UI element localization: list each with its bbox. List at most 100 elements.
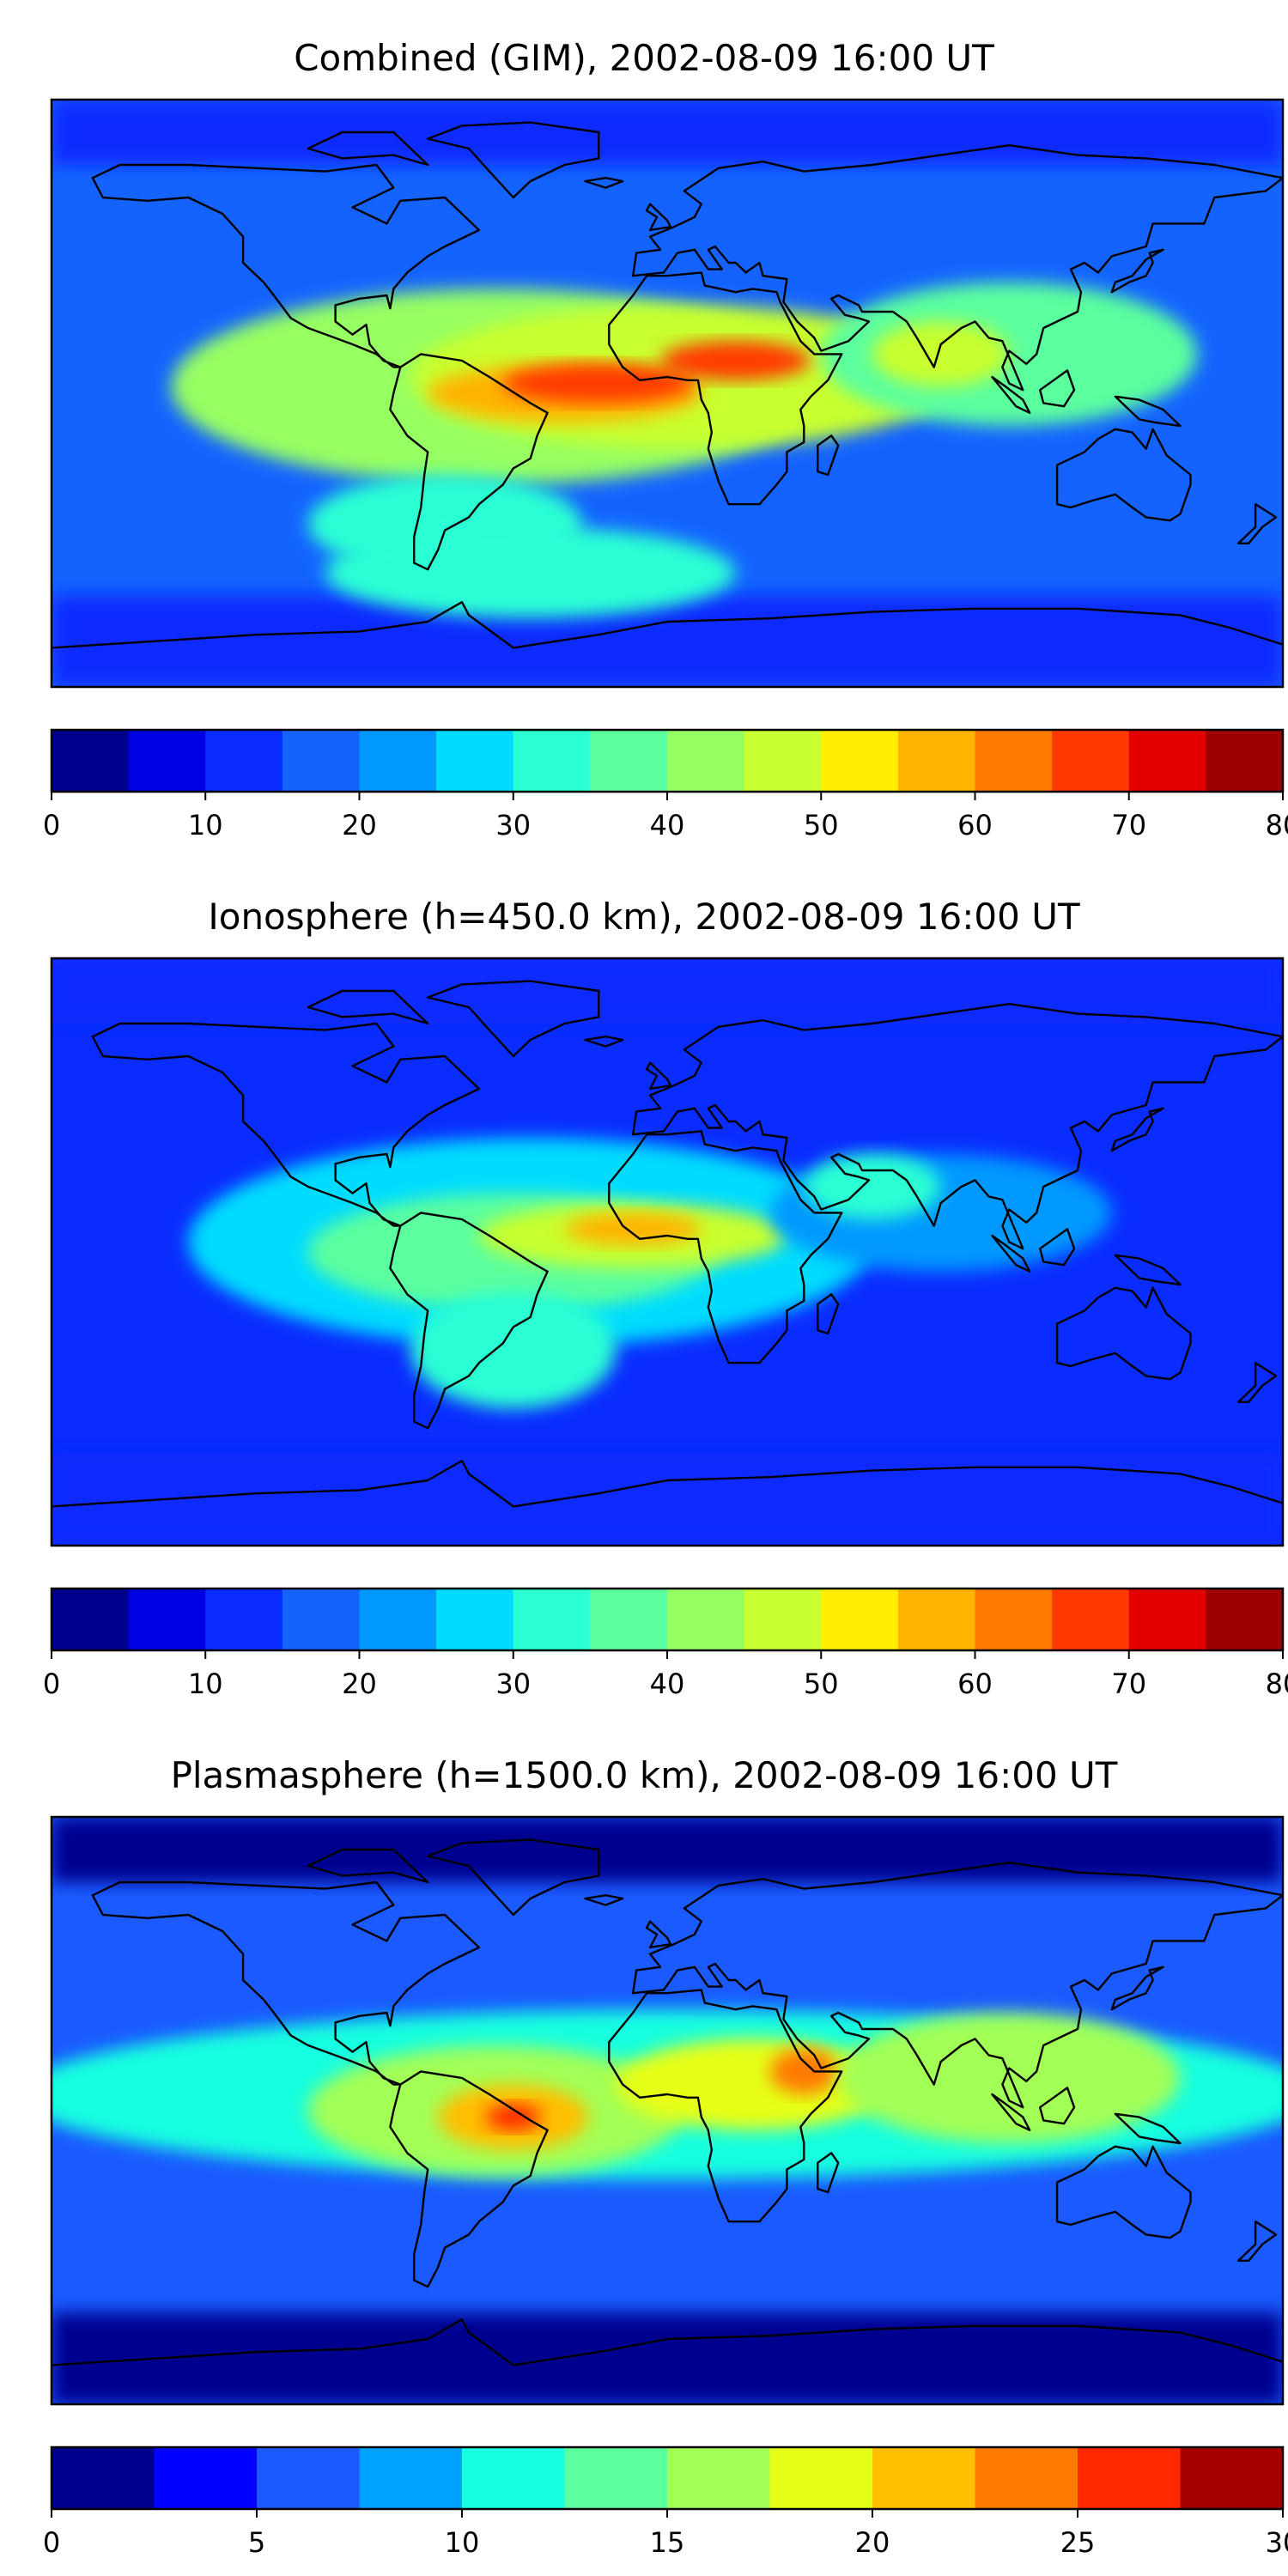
colorbar-segment-12	[975, 730, 1053, 792]
chart-title: Ionosphere (h=450.0 km), 2002-08-09 16:0…	[208, 896, 1080, 938]
contour-region-5	[769, 2048, 839, 2094]
map-frame	[50, 957, 1285, 1547]
colorbar-tick-label: 0	[43, 2526, 60, 2559]
combined-gim-map	[50, 98, 1285, 689]
colorbar-segment-6	[667, 2447, 771, 2509]
combined-gim-panel: Combined (GIM), 2002-08-09 16:00 UT	[0, 0, 1288, 859]
contour-region-3	[564, 1212, 702, 1246]
coastline-south-america	[389, 1212, 549, 1430]
colorbar-segment-8	[667, 1589, 745, 1650]
colorbar-tick-label: 25	[1060, 2526, 1096, 2559]
ionosphere-colorbar: 0 10 20 30 40 50 60 70 80	[43, 1587, 1288, 1700]
plasmasphere-map	[50, 1815, 1285, 2406]
contour-region-5	[804, 1154, 941, 1219]
colorbar-segment-10	[821, 730, 899, 792]
coastline-north-america	[91, 1880, 481, 2086]
chart-title: Combined (GIM), 2002-08-09 16:00 UT	[294, 37, 994, 79]
coastline-japan	[1110, 1965, 1164, 2011]
ionosphere-map	[50, 957, 1285, 1547]
colorbar-tick-label: 80	[1266, 809, 1288, 841]
coastline-greenland	[427, 980, 600, 1058]
coastline-sumatra	[991, 375, 1031, 414]
colorbar-tick-label: 30	[1266, 2526, 1288, 2559]
colorbar-segment-11	[897, 1589, 976, 1650]
colorbar-segment-10	[1078, 2447, 1182, 2509]
coastline-uk	[645, 1061, 672, 1091]
colorbar-segment-3	[282, 1589, 361, 1650]
colorbar-tick-label: 10	[445, 2526, 480, 2559]
chart-title: Plasmasphere (h=1500.0 km), 2002-08-09 1…	[170, 1754, 1118, 1796]
ionosphere-panel: Ionosphere (h=450.0 km), 2002-08-09 16:0…	[0, 859, 1288, 1717]
colorbar-segment-15	[1206, 1589, 1284, 1650]
colorbar-segment-5	[436, 1589, 514, 1650]
colorbar-segment-14	[1128, 1589, 1206, 1650]
colorbar-tick-label: 70	[1111, 1668, 1146, 1700]
coastline-south-america	[389, 2070, 549, 2288]
colorbar-segment-10	[821, 1589, 899, 1650]
colorbar-segment-2	[205, 1589, 283, 1650]
colorbar-segment-9	[744, 730, 822, 792]
coastline-antarctica	[52, 601, 1283, 649]
contour-region-3	[485, 2104, 541, 2130]
coastline-africa	[608, 1130, 843, 1364]
coastline-greenland	[427, 1838, 600, 1917]
coastline-africa	[608, 1989, 843, 2223]
coastline-japan	[1110, 1107, 1164, 1152]
coastline-australia	[1055, 1286, 1192, 1381]
coastline-europe-asia	[632, 1862, 1283, 2109]
coastline-canadian-arctic	[307, 989, 429, 1025]
colorbar-tick-label: 70	[1111, 809, 1146, 841]
colorbar-segment-5	[436, 730, 514, 792]
coastline-borneo	[1038, 1228, 1076, 1267]
colorbar-segment-7	[769, 2447, 873, 2509]
colorbar-tick-label: 30	[495, 809, 531, 841]
colorbar-segment-9	[975, 2447, 1078, 2509]
polar-band-north	[52, 100, 1283, 165]
colorbar-tick-label: 60	[957, 809, 993, 841]
coastline-europe-asia	[632, 144, 1283, 392]
coastline-borneo	[1038, 2087, 1076, 2125]
colorbar-tick-label: 0	[43, 1668, 60, 1700]
coastline-iceland	[584, 176, 624, 189]
coastline-canadian-arctic	[307, 131, 429, 167]
colorbar-segment-4	[359, 1589, 437, 1650]
colorbar-tick-label: 20	[342, 809, 377, 841]
colorbar-segment-8	[667, 730, 745, 792]
coastline-africa	[608, 271, 843, 506]
coastline-australia	[1055, 428, 1192, 522]
contour-region-5	[821, 282, 1198, 426]
combined-gim-colorbar: 0 10 20 30 40 50 60 70 80	[43, 728, 1288, 841]
polar-band-north	[52, 1817, 1283, 1882]
map-frame	[50, 1815, 1285, 2406]
polar-band-south	[52, 2312, 1283, 2404]
colorbar-segment-6	[513, 1589, 591, 1650]
colorbar-segment-0	[52, 1589, 130, 1650]
contour-region-4	[660, 341, 811, 380]
colorbar-segment-1	[128, 730, 206, 792]
colorbar-segment-11	[897, 730, 976, 792]
colorbar-segment-9	[744, 1589, 822, 1650]
colorbar-segment-12	[975, 1589, 1053, 1650]
colorbar-segment-2	[205, 730, 283, 792]
coastline-new-zealand	[1236, 1362, 1278, 1403]
coastline-sumatra	[991, 2093, 1031, 2131]
colorbar-tick-label: 80	[1266, 1668, 1288, 1700]
colorbar-segment-3	[282, 730, 361, 792]
coastline-north-america	[91, 1022, 481, 1227]
plasmasphere-colorbar: 0 5 10 15 20 25 30	[43, 2445, 1288, 2559]
polar-band-south	[52, 595, 1283, 687]
colorbar-tick-label: 50	[804, 809, 839, 841]
coastline-south-america	[389, 353, 549, 571]
colorbar-segment-1	[154, 2447, 258, 2509]
colorbar-segment-4	[359, 730, 437, 792]
coastline-uk	[645, 203, 672, 232]
colorbar-tick-label: 40	[650, 1668, 685, 1700]
plasmasphere-panel: Plasmasphere (h=1500.0 km), 2002-08-09 1…	[0, 1717, 1288, 2576]
coastline-north-america	[91, 163, 481, 368]
contour-region-8	[325, 526, 736, 619]
coastline-madagascar	[817, 2152, 840, 2194]
coastline-new-zealand	[1236, 2221, 1278, 2262]
contour-region-6	[872, 321, 1010, 387]
coastline-canadian-arctic	[307, 1848, 429, 1884]
coastline-new-guinea	[1114, 395, 1182, 428]
